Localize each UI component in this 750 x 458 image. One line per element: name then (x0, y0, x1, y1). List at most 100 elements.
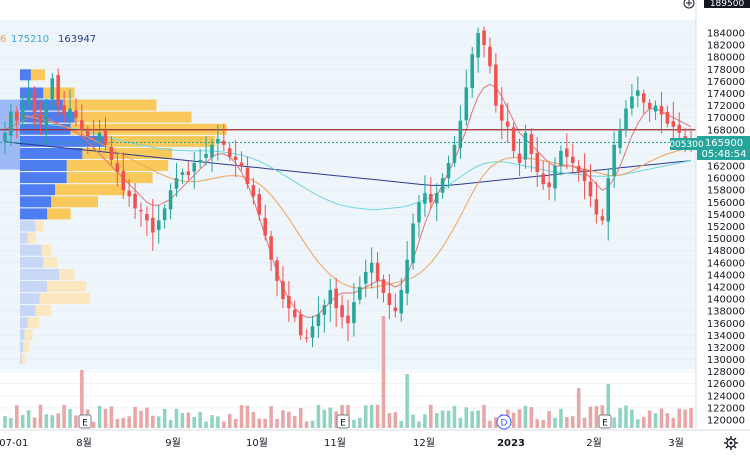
price-axis-label: 134000 (707, 331, 745, 342)
candle (103, 117, 108, 151)
volume-bar (68, 409, 72, 428)
candle (216, 124, 220, 161)
profile-bar-down (20, 244, 42, 256)
candle (156, 205, 161, 244)
volume-bar (127, 416, 131, 428)
volume-bar (689, 408, 693, 428)
profile-bar-up (27, 232, 36, 244)
candle (434, 183, 439, 222)
volume-bar (287, 411, 291, 428)
candle (210, 138, 214, 173)
candle (559, 145, 563, 176)
volume-bar (553, 417, 557, 428)
time-axis[interactable]: -07-01 8월 9월 10월 11월 12월 2023 2월 3월 (0, 437, 684, 449)
volume-bar (222, 421, 226, 428)
price-axis-label: 140000 (707, 295, 745, 306)
candle (204, 136, 208, 166)
volume-bar (251, 411, 256, 428)
event-marker-label: E (340, 419, 346, 429)
profile-bar-down (20, 232, 28, 244)
candles (3, 26, 693, 348)
volume-bar (494, 417, 498, 428)
price-axis-label: 124000 (707, 391, 745, 402)
profile-bar-up (27, 317, 40, 329)
candle (517, 138, 522, 176)
candle (352, 282, 356, 337)
volume-bar (210, 415, 214, 428)
volume-bar (476, 410, 480, 428)
profile-bar-down (20, 317, 28, 329)
candle (91, 120, 96, 150)
profile-bar-up (105, 135, 215, 147)
candle (9, 104, 13, 147)
profile-bar-down (20, 341, 24, 353)
current-price-tag: 165900 05:48:54 (697, 136, 750, 160)
candle (257, 188, 262, 221)
volume-bar (334, 411, 338, 428)
candle (251, 177, 256, 205)
candle (600, 208, 605, 225)
gear-icon[interactable] (724, 436, 738, 450)
candle (505, 103, 510, 143)
event-marker[interactable]: E (78, 414, 92, 429)
price-axis[interactable]: 1840001820001800001780001760001740001720… (707, 29, 745, 427)
candle (304, 329, 309, 343)
legend-value-1: 6 (0, 34, 6, 45)
profile-bar-up (24, 329, 33, 341)
volume-bar (304, 421, 309, 428)
candle (245, 156, 250, 189)
volume-bar (440, 410, 445, 428)
volume-bar (227, 413, 232, 428)
volume-bar (298, 408, 303, 428)
volume-bar (316, 404, 321, 428)
volume-bar (653, 413, 658, 428)
event-marker[interactable]: D (496, 414, 512, 430)
candle (440, 173, 445, 199)
event-marker[interactable]: E (336, 414, 350, 429)
candle (488, 37, 492, 74)
indicator-legend: 6 175210 163947 (0, 34, 96, 45)
volume-bar (446, 410, 451, 428)
volume-bar (310, 420, 315, 428)
volume-bar (618, 408, 622, 428)
candle (168, 183, 173, 220)
current-price-label: 165900 (705, 138, 743, 149)
candle (653, 100, 658, 120)
profile-bar-down (20, 87, 44, 99)
price-axis-label: 126000 (707, 379, 745, 390)
candle (80, 104, 84, 139)
candle (618, 118, 622, 155)
volume-bar (38, 404, 43, 428)
candle (239, 151, 244, 171)
volume-bar (352, 419, 356, 428)
candle (121, 152, 126, 199)
candle (659, 91, 664, 134)
volume-bar (636, 419, 640, 428)
profile-bar-down (20, 329, 25, 341)
time-axis-panel[interactable] (0, 430, 750, 454)
volume-bar (269, 406, 273, 428)
profile-bar-down (20, 184, 56, 196)
candle (405, 241, 409, 306)
volume-bar (56, 413, 60, 428)
candle (133, 183, 137, 219)
candle (109, 136, 114, 166)
candle (576, 160, 581, 182)
candle (151, 199, 155, 251)
price-axis-panel[interactable] (696, 0, 750, 454)
candle (452, 136, 457, 167)
volume-bar (174, 408, 179, 428)
volume-bar (275, 418, 279, 428)
volume-bar (369, 404, 374, 428)
price-axis-label: 172000 (707, 101, 745, 112)
volume-bar (162, 408, 167, 428)
plus-circle-icon[interactable] (683, 0, 695, 9)
profile-bar-down (20, 160, 67, 172)
change-tag: 005300 (669, 138, 704, 150)
event-marker[interactable]: E (598, 414, 612, 429)
price-axis-label: 122000 (707, 403, 745, 414)
volume-bar (405, 374, 409, 428)
time-axis-label: 9월 (165, 437, 181, 449)
